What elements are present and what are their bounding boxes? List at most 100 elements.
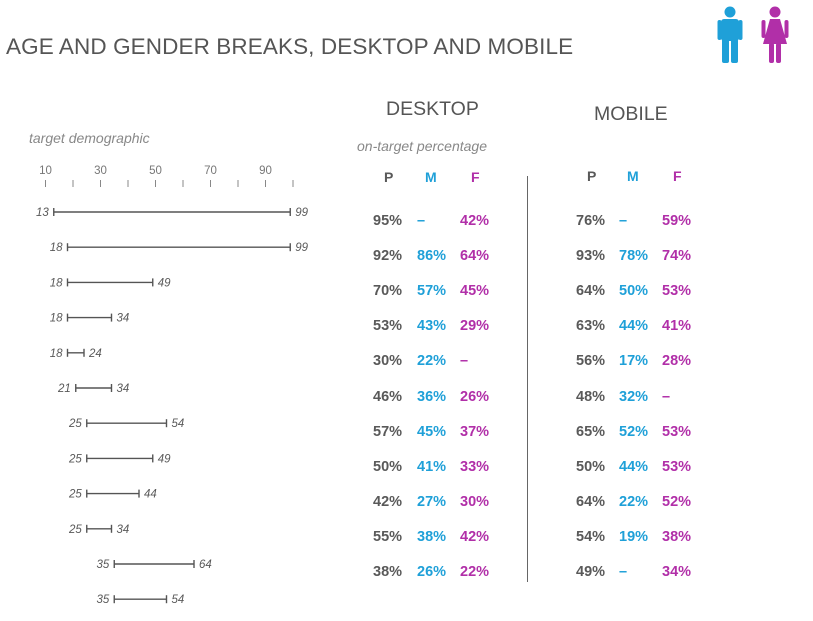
desktop-p-value: 53% [373, 318, 403, 335]
mobile-heading: MOBILE [594, 103, 668, 125]
mobile-f-value: 74% [662, 248, 692, 265]
mobile-m-value: 19% [619, 528, 649, 545]
desktop-p-value: 42% [373, 493, 403, 510]
page-title: AGE AND GENDER BREAKS, DESKTOP AND MOBIL… [6, 34, 574, 59]
mobile-m-value: 50% [619, 283, 649, 300]
mobile-header-m: M [627, 168, 639, 184]
mobile-p-value: 65% [576, 423, 606, 440]
range-max-label: 99 [295, 207, 308, 219]
desktop-heading: DESKTOP [386, 98, 479, 120]
range-min-label: 35 [96, 559, 109, 571]
range-max-label: 54 [172, 418, 185, 430]
range-max-label: 49 [158, 453, 171, 465]
mobile-p-value: 49% [576, 564, 606, 580]
mobile-p-value: 63% [576, 318, 606, 335]
range-min-label: 18 [50, 348, 63, 360]
mobile-p-value: 64% [576, 283, 606, 300]
desktop-m-value: 26% [417, 564, 447, 580]
mobile-m-value: – [619, 564, 628, 580]
range-max-label: 34 [117, 383, 130, 395]
desktop-p-value: 30% [373, 353, 403, 370]
mobile-f-value: – [662, 388, 671, 405]
desktop-header-m: M [425, 169, 437, 185]
demographic-range-chart: 10 30 50 70 90 13 99 18 99 18 49 18 34 18 24 21 34 25 54 25… [36, 165, 309, 606]
range-min-label: 18 [50, 277, 63, 289]
range-max-label: 99 [295, 242, 308, 254]
axis-tick-label: 70 [204, 165, 217, 177]
mobile-p-value: 93% [576, 248, 606, 265]
mobile-p-value: 54% [576, 528, 606, 545]
mobile-m-value: 44% [619, 318, 649, 335]
range-max-label: 34 [117, 524, 130, 536]
range-min-label: 25 [68, 524, 82, 536]
range-min-label: 25 [68, 453, 82, 465]
mobile-m-value: – [619, 213, 628, 229]
column-divider [527, 176, 528, 582]
desktop-f-value: 42% [460, 213, 490, 229]
mobile-header-p: P [587, 168, 597, 184]
desktop-p-value: 50% [373, 458, 403, 475]
desktop-m-value: 43% [417, 318, 447, 335]
axis-tick-label: 90 [259, 165, 272, 177]
mobile-f-value: 53% [662, 423, 692, 440]
mobile-f-value: 38% [662, 528, 692, 545]
mobile-f-value: 59% [662, 213, 692, 229]
desktop-m-value: 36% [417, 388, 447, 405]
mobile-f-value: 41% [662, 318, 692, 335]
desktop-m-value: 86% [417, 248, 447, 265]
desktop-header-p: P [384, 169, 394, 185]
range-min-label: 13 [36, 207, 49, 219]
range-min-label: 35 [96, 594, 109, 606]
mobile-p-value: 50% [576, 458, 606, 475]
range-max-label: 34 [117, 313, 130, 325]
mobile-f-value: 28% [662, 353, 692, 370]
range-min-label: 18 [50, 313, 63, 325]
desktop-m-value: 41% [417, 458, 447, 475]
mobile-m-value: 32% [619, 388, 649, 405]
desktop-m-value: 22% [417, 353, 447, 370]
desktop-f-value: 22% [460, 564, 490, 580]
desktop-m-value: 45% [417, 423, 447, 440]
desktop-p-value: 57% [373, 423, 403, 440]
range-max-label: 24 [88, 348, 102, 360]
mobile-f-value: 53% [662, 283, 692, 300]
desktop-f-value: 26% [460, 388, 490, 405]
mobile-m-value: 78% [619, 248, 649, 265]
mobile-m-value: 44% [619, 458, 649, 475]
desktop-f-value: 42% [460, 528, 490, 545]
mobile-m-value: 22% [619, 493, 649, 510]
mobile-p-value: 56% [576, 353, 606, 370]
mobile-p-value: 76% [576, 213, 606, 229]
female-figure-icon [761, 6, 789, 63]
desktop-p-value: 95% [373, 213, 403, 229]
mobile-m-value: 52% [619, 423, 649, 440]
desktop-p-value: 46% [373, 388, 403, 405]
desktop-p-value: 55% [373, 528, 403, 545]
desktop-p-value: 38% [373, 564, 403, 580]
mobile-header-f: F [673, 168, 682, 184]
range-min-label: 21 [57, 383, 71, 395]
desktop-p-value: 70% [373, 283, 403, 300]
desktop-f-value: 37% [460, 423, 490, 440]
desktop-m-value: 38% [417, 528, 447, 545]
demographic-label: target demographic [29, 130, 150, 146]
range-max-label: 49 [158, 277, 171, 289]
range-min-label: 18 [50, 242, 63, 254]
desktop-f-value: 33% [460, 458, 490, 475]
range-min-label: 25 [68, 489, 82, 501]
mobile-m-value: 17% [619, 353, 649, 370]
desktop-f-value: – [460, 353, 469, 370]
mobile-p-value: 48% [576, 388, 606, 405]
desktop-m-value: 57% [417, 283, 447, 300]
desktop-m-value: 27% [417, 493, 447, 510]
desktop-f-value: 45% [460, 283, 490, 300]
mobile-f-value: 52% [662, 493, 692, 510]
desktop-f-value: 29% [460, 318, 490, 335]
desktop-m-value: – [417, 213, 426, 229]
mobile-f-value: 34% [662, 564, 692, 580]
range-max-label: 64 [199, 559, 212, 571]
male-figure-icon [717, 6, 743, 63]
axis-tick-label: 10 [39, 165, 52, 177]
range-max-label: 54 [172, 594, 185, 606]
axis-tick-label: 50 [149, 165, 162, 177]
